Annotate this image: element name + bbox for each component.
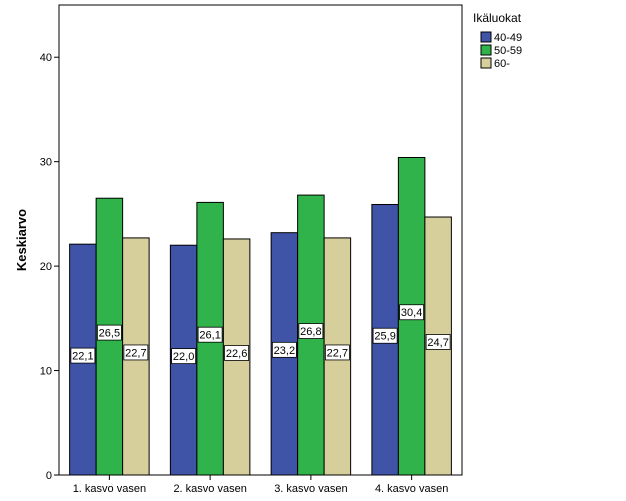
data-label-box — [171, 348, 197, 365]
data-label: 22,0 — [173, 351, 194, 363]
data-label-box — [324, 344, 350, 361]
y-tick-label: 30 — [40, 157, 52, 169]
legend-swatch — [480, 44, 492, 56]
data-label: 26,1 — [199, 330, 220, 342]
data-label: 24,7 — [427, 337, 448, 349]
data-label: 26,8 — [300, 326, 321, 338]
data-label-box — [271, 341, 297, 358]
data-label: 26,5 — [99, 328, 120, 340]
data-label: 22,1 — [72, 351, 93, 363]
data-label: 22,6 — [226, 348, 247, 360]
data-label-box — [298, 323, 324, 339]
data-labels: 22,1 26,5 22,7 22,0 26,1 22,6 23,2 26,8 22,7 25,9… — [70, 304, 451, 365]
y-axis: 0 10 20 30 40 — [40, 52, 59, 482]
data-label: 22,7 — [327, 347, 348, 359]
data-label-box — [425, 334, 451, 350]
y-axis-title: Keskiarvo — [14, 209, 29, 271]
data-label-box — [197, 326, 223, 343]
legend-title: Ikäluokat — [473, 11, 522, 25]
y-tick-label: 20 — [40, 261, 52, 273]
legend-label: 40-49 — [494, 32, 522, 44]
data-label: 23,2 — [274, 345, 295, 357]
x-tick-label: 2. kasvo vasen — [173, 483, 246, 495]
data-label-box — [96, 324, 122, 341]
y-tick-label: 40 — [40, 52, 52, 64]
x-tick-label: 1. kasvo vasen — [73, 483, 146, 495]
legend-label: 50-59 — [494, 45, 522, 57]
data-label-box — [372, 327, 398, 344]
x-axis: 1. kasvo vasen 2. kasvo vasen 3. kasvo vas… — [73, 475, 448, 495]
legend-swatch — [480, 31, 492, 43]
x-tick-label: 4. kasvo vasen — [375, 483, 448, 495]
legend-swatch — [480, 57, 492, 69]
data-label-box — [123, 344, 149, 361]
data-label: 25,9 — [374, 331, 395, 343]
data-label: 30,4 — [401, 307, 422, 319]
x-tick-label: 3. kasvo vasen — [274, 483, 347, 495]
legend-label: 60- — [494, 58, 510, 70]
y-tick-label: 0 — [46, 470, 52, 482]
data-label-box — [399, 304, 425, 321]
data-label-box — [224, 345, 250, 361]
data-label: 22,7 — [125, 347, 146, 359]
data-label-box — [70, 347, 96, 364]
y-tick-label: 10 — [40, 366, 52, 378]
